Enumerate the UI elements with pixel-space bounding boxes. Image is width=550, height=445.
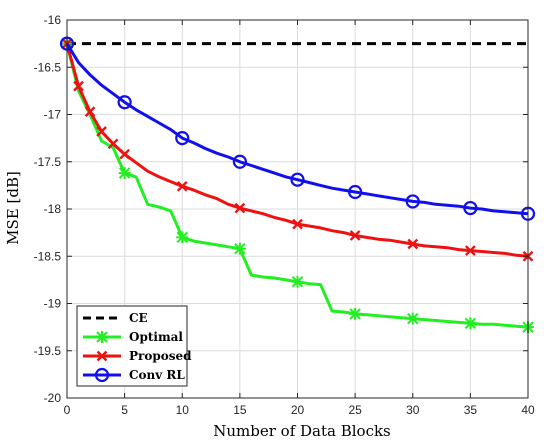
marker-proposed — [84, 106, 96, 118]
series-layer — [59, 36, 536, 334]
marker-proposed-stroke — [292, 218, 303, 230]
x-axis-title: Number of Data Blocks — [213, 422, 391, 440]
marker-proposed-stroke — [107, 138, 119, 150]
y-tick-label: -19 — [44, 297, 62, 311]
marker-optimal — [349, 307, 362, 320]
marker-proposed-stroke — [176, 180, 188, 192]
legend-marker-conv-rl — [94, 367, 110, 383]
marker-optimal — [291, 275, 304, 288]
legend-marker-proposed-stroke — [96, 350, 108, 362]
y-tick-label: -17.5 — [34, 155, 62, 169]
marker-proposed — [96, 126, 107, 137]
marker-optimal — [464, 317, 477, 330]
marker-proposed — [119, 148, 130, 160]
y-tick-label: -19.5 — [34, 344, 62, 358]
x-tick-label: 10 — [176, 403, 190, 417]
y-axis-title: MSE [dB] — [4, 171, 22, 245]
x-tick-label: 15 — [233, 403, 247, 417]
marker-proposed-stroke — [234, 202, 246, 214]
marker-proposed-stroke — [73, 80, 84, 92]
x-tick-label: 20 — [291, 403, 305, 417]
x-tick-label: 35 — [464, 403, 478, 417]
marker-proposed-stroke — [407, 238, 419, 250]
series-line-conv-rl — [65, 42, 529, 216]
tick-labels: 0 5 10 15 20 25 30 35 40 -16 -16.5 -17 -17.5 -18 -18.5… — [34, 13, 535, 417]
y-tick-label: -18.5 — [34, 249, 62, 263]
y-tick-label: -17 — [44, 108, 62, 122]
marker-proposed-stroke — [349, 230, 361, 241]
marker-proposed — [292, 218, 303, 230]
marker-proposed-stroke — [465, 245, 476, 256]
marker-conv-rl — [117, 95, 132, 110]
marker-proposed — [349, 230, 361, 241]
marker-proposed — [176, 180, 188, 192]
plot-frame — [66, 19, 529, 399]
x-tick-label: 40 — [521, 403, 535, 417]
legend-label-proposed: Proposed — [129, 349, 192, 363]
legend: CE Optimal Proposed Conv RL — [76, 305, 192, 387]
marker-conv-rl — [290, 172, 305, 187]
marker-conv-rl — [175, 131, 190, 146]
x-tick-label: 0 — [64, 403, 71, 417]
marker-conv-rl — [348, 184, 363, 200]
marker-proposed — [107, 138, 119, 150]
marker-optimal — [118, 167, 131, 180]
legend-label-ce: CE — [129, 311, 148, 325]
marker-conv-rl — [463, 200, 478, 216]
marker-optimal — [233, 242, 246, 255]
marker-proposed-stroke — [84, 106, 96, 118]
y-tick-label: -16.5 — [34, 60, 62, 74]
x-tick-label: 25 — [348, 403, 362, 417]
y-tick-label: -16 — [44, 13, 62, 27]
marker-proposed — [73, 80, 84, 92]
marker-optimal — [406, 312, 419, 325]
legend-marker-optimal — [96, 331, 108, 343]
x-tick-label: 5 — [121, 403, 128, 417]
y-tick-label: -18 — [44, 202, 62, 216]
legend-marker-proposed — [96, 350, 108, 362]
marker-conv-rl — [405, 194, 420, 209]
marker-optimal — [176, 231, 189, 244]
legend-label-conv-rl: Conv RL — [129, 368, 185, 382]
marker-conv-rl — [232, 154, 247, 169]
marker-proposed — [234, 202, 246, 214]
legend-label-optimal: Optimal — [129, 330, 183, 344]
marker-proposed — [465, 245, 476, 256]
marker-proposed-stroke — [96, 126, 107, 137]
x-tick-label: 30 — [406, 403, 420, 417]
marker-proposed — [407, 238, 419, 250]
marker-proposed-stroke — [119, 148, 130, 160]
y-tick-label: -20 — [44, 391, 62, 405]
